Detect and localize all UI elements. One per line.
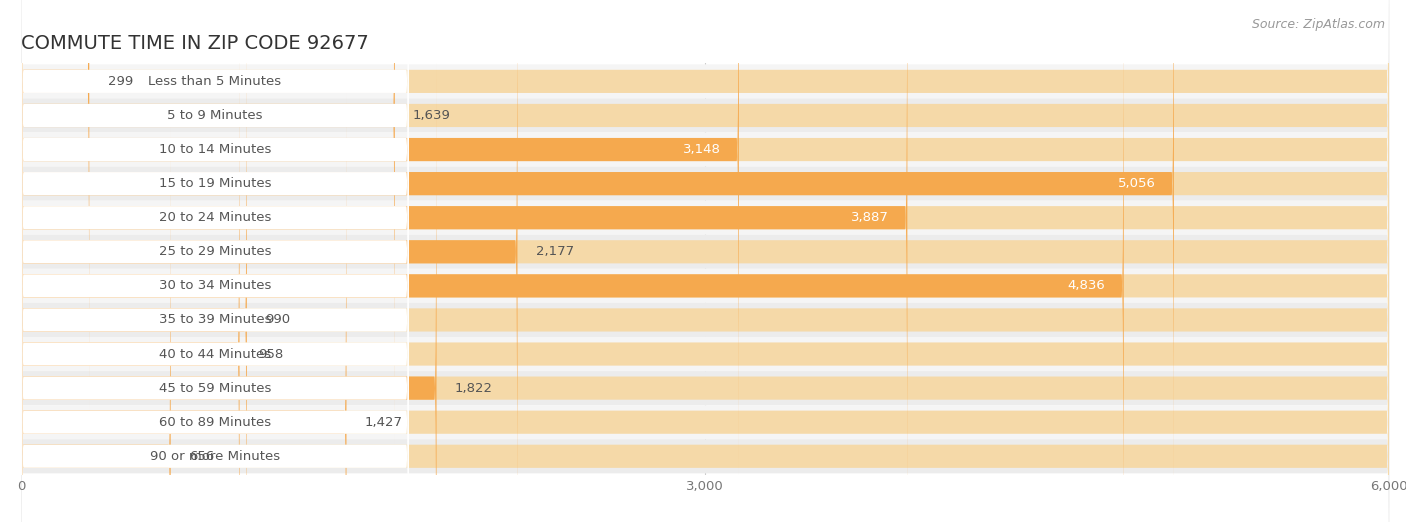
Text: 4,836: 4,836: [1067, 279, 1105, 292]
Text: 30 to 34 Minutes: 30 to 34 Minutes: [159, 279, 271, 292]
Text: 5,056: 5,056: [1118, 177, 1156, 190]
Text: 990: 990: [266, 313, 290, 326]
FancyBboxPatch shape: [21, 0, 1389, 445]
FancyBboxPatch shape: [21, 0, 409, 479]
FancyBboxPatch shape: [21, 0, 740, 479]
FancyBboxPatch shape: [21, 25, 239, 522]
Text: 5 to 9 Minutes: 5 to 9 Minutes: [167, 109, 263, 122]
FancyBboxPatch shape: [21, 64, 1389, 522]
FancyBboxPatch shape: [21, 0, 1123, 522]
FancyBboxPatch shape: [21, 127, 409, 522]
FancyBboxPatch shape: [21, 0, 1389, 405]
FancyBboxPatch shape: [21, 0, 1389, 522]
FancyBboxPatch shape: [21, 0, 409, 513]
Text: 1,427: 1,427: [364, 416, 402, 429]
FancyBboxPatch shape: [21, 0, 409, 522]
FancyBboxPatch shape: [21, 0, 1389, 411]
Text: 10 to 14 Minutes: 10 to 14 Minutes: [159, 143, 271, 156]
FancyBboxPatch shape: [21, 59, 1389, 522]
Text: 958: 958: [257, 348, 283, 361]
FancyBboxPatch shape: [21, 99, 1389, 522]
FancyBboxPatch shape: [21, 0, 1389, 371]
FancyBboxPatch shape: [21, 0, 1389, 479]
Text: Source: ZipAtlas.com: Source: ZipAtlas.com: [1251, 18, 1385, 31]
FancyBboxPatch shape: [21, 0, 1389, 473]
FancyBboxPatch shape: [21, 127, 170, 522]
FancyBboxPatch shape: [21, 0, 1389, 439]
Text: 1,822: 1,822: [454, 382, 492, 395]
FancyBboxPatch shape: [21, 200, 1389, 522]
FancyBboxPatch shape: [21, 0, 907, 522]
FancyBboxPatch shape: [21, 0, 1389, 507]
Text: 60 to 89 Minutes: 60 to 89 Minutes: [159, 416, 271, 429]
FancyBboxPatch shape: [21, 0, 247, 522]
FancyBboxPatch shape: [21, 0, 1389, 337]
FancyBboxPatch shape: [21, 93, 346, 522]
FancyBboxPatch shape: [21, 0, 409, 445]
FancyBboxPatch shape: [21, 25, 1389, 522]
FancyBboxPatch shape: [21, 0, 395, 445]
Text: 90 or more Minutes: 90 or more Minutes: [150, 450, 280, 463]
FancyBboxPatch shape: [21, 0, 409, 522]
FancyBboxPatch shape: [21, 0, 1389, 522]
Text: COMMUTE TIME IN ZIP CODE 92677: COMMUTE TIME IN ZIP CODE 92677: [21, 34, 368, 53]
FancyBboxPatch shape: [21, 0, 1389, 513]
FancyBboxPatch shape: [21, 127, 1389, 522]
FancyBboxPatch shape: [21, 0, 409, 522]
FancyBboxPatch shape: [21, 0, 1174, 513]
FancyBboxPatch shape: [21, 133, 1389, 522]
FancyBboxPatch shape: [21, 25, 409, 522]
FancyBboxPatch shape: [21, 0, 517, 522]
Text: 35 to 39 Minutes: 35 to 39 Minutes: [159, 313, 271, 326]
Text: 20 to 24 Minutes: 20 to 24 Minutes: [159, 211, 271, 224]
FancyBboxPatch shape: [21, 0, 1389, 522]
FancyBboxPatch shape: [21, 0, 409, 411]
FancyBboxPatch shape: [21, 30, 1389, 522]
FancyBboxPatch shape: [21, 59, 436, 522]
Text: 3,887: 3,887: [851, 211, 889, 224]
Text: 3,148: 3,148: [683, 143, 721, 156]
FancyBboxPatch shape: [21, 59, 409, 522]
FancyBboxPatch shape: [21, 0, 409, 522]
Text: 45 to 59 Minutes: 45 to 59 Minutes: [159, 382, 271, 395]
Text: 15 to 19 Minutes: 15 to 19 Minutes: [159, 177, 271, 190]
Text: 2,177: 2,177: [536, 245, 574, 258]
Text: 40 to 44 Minutes: 40 to 44 Minutes: [159, 348, 271, 361]
Text: 299: 299: [107, 75, 132, 88]
FancyBboxPatch shape: [21, 0, 1389, 522]
Text: 1,639: 1,639: [413, 109, 451, 122]
Text: 656: 656: [188, 450, 214, 463]
FancyBboxPatch shape: [21, 0, 89, 411]
FancyBboxPatch shape: [21, 93, 409, 522]
FancyBboxPatch shape: [21, 93, 1389, 522]
Text: 25 to 29 Minutes: 25 to 29 Minutes: [159, 245, 271, 258]
Text: Less than 5 Minutes: Less than 5 Minutes: [148, 75, 281, 88]
FancyBboxPatch shape: [21, 167, 1389, 522]
